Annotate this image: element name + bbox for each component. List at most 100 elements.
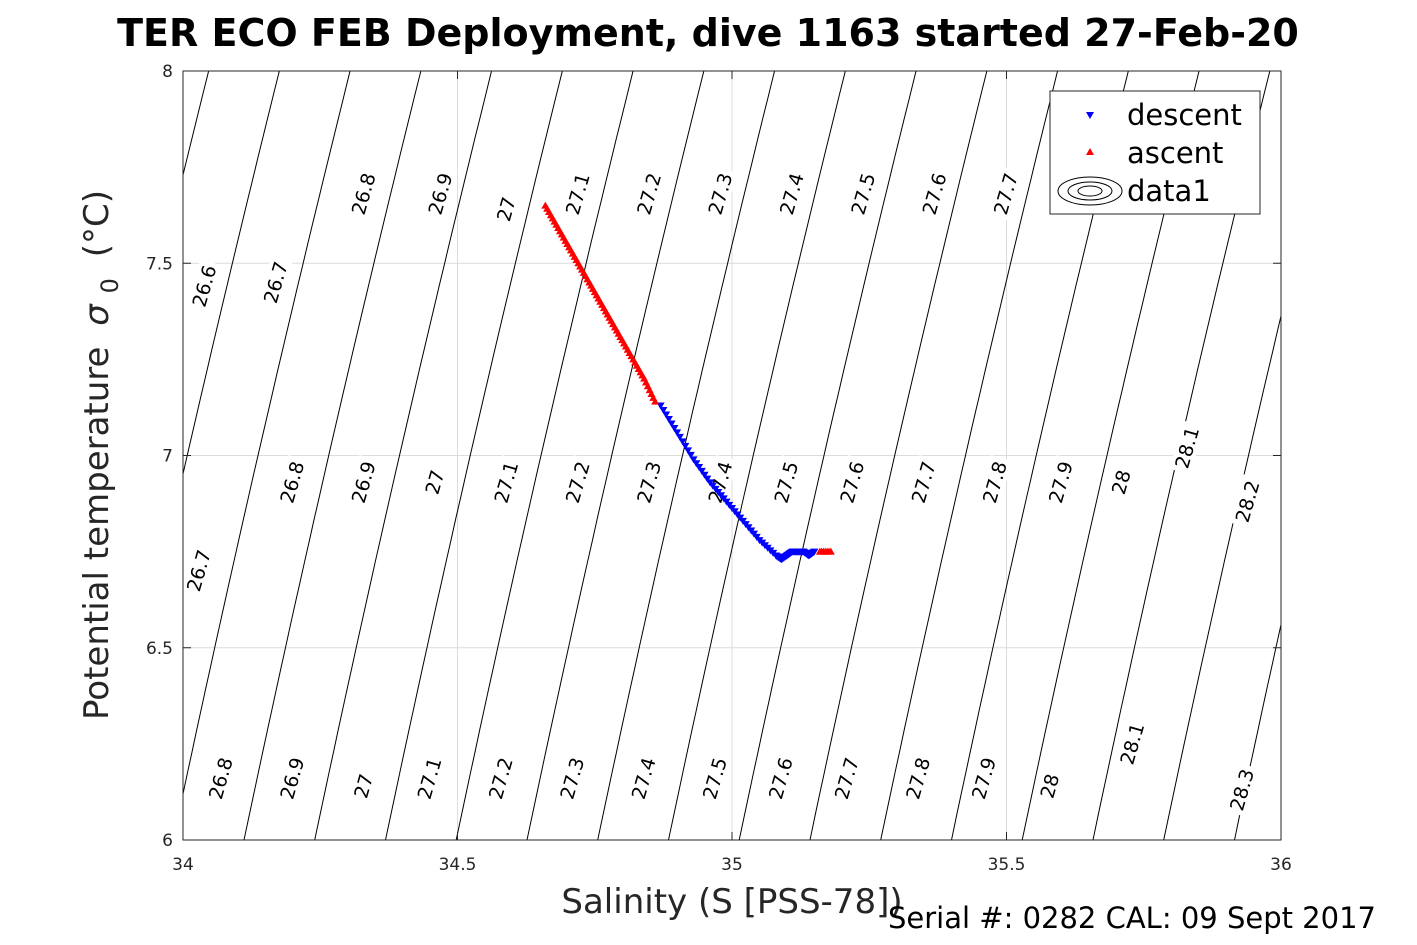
contour-label-bg [274, 455, 310, 510]
contour-label-bg [702, 455, 738, 510]
contour-label-bg [491, 192, 521, 226]
contour-label-bg [559, 166, 595, 221]
contour-label-bg [845, 166, 881, 221]
contour-label-bg [988, 166, 1024, 221]
isopycnal-line [0, 33, 148, 879]
descent-point [678, 438, 687, 446]
contour-label-bg [631, 455, 667, 510]
legend-box [1049, 90, 1261, 215]
isopycnal-line [597, 71, 776, 840]
contour-label: 27.6 [916, 166, 952, 221]
y-axis-ticks: 6 6.5 7 7.5 8 [146, 62, 1281, 851]
descent-point [667, 420, 676, 428]
contour-label-bg [420, 465, 449, 499]
contour-label-bg [554, 751, 590, 806]
descent-point [684, 447, 693, 455]
descent-point [695, 464, 704, 472]
contour-label-bg [274, 751, 310, 806]
contour-label: 27.3 [554, 751, 590, 806]
contour-label-bg [202, 751, 238, 806]
contour-label-bg [422, 166, 458, 221]
contour-label-bg [977, 455, 1013, 510]
contour-label-bg [348, 769, 378, 803]
descent-point [659, 407, 668, 415]
contour-label-bg [1229, 474, 1265, 529]
contour-label-bg [625, 751, 661, 806]
descent-point [664, 415, 673, 423]
contour-label-bg [702, 166, 738, 221]
contour-label-bg [488, 455, 524, 510]
x-tick-label: 34 [172, 855, 194, 875]
legend: descent ascent data1 [1049, 90, 1261, 215]
legend-descent-label: descent [1127, 98, 1242, 132]
contour-label-bg [631, 166, 667, 221]
descent-point [670, 424, 679, 432]
descent-point [673, 429, 682, 437]
contour-label-bg [345, 166, 381, 221]
contour-label-bg [905, 455, 941, 510]
legend-ascent-marker [1086, 148, 1094, 155]
x-axis-ticks: 34 34.5 35 35.5 36 [172, 71, 1292, 875]
y-tick-label: 6.5 [146, 639, 173, 659]
descent-point [686, 451, 695, 459]
contour-label-bg [1042, 455, 1078, 510]
contour-label-bg [411, 751, 447, 806]
x-axis-label: Salinity (S [PSS-78]) [561, 882, 902, 922]
descent-point [689, 456, 698, 464]
contour-label: 27 [420, 465, 449, 499]
descent-point [681, 442, 690, 450]
contour-label-bg [257, 255, 293, 310]
legend-ascent-label: ascent [1127, 136, 1223, 170]
data-points [541, 201, 835, 564]
x-tick-label: 34.5 [439, 855, 477, 875]
contour-label-bg [900, 751, 936, 806]
contour-label-bg [1035, 769, 1064, 803]
isopycnal-line [880, 71, 1059, 840]
y-tick-label: 6 [162, 831, 173, 851]
isopycnal-line [1297, 33, 1417, 879]
legend-descent-marker [1086, 112, 1094, 119]
y-tick-label: 7.5 [146, 254, 173, 274]
y-tick-label: 7 [162, 447, 173, 467]
contour-label-bg [186, 258, 222, 314]
isopycnal-line [183, 71, 351, 797]
contour-label-bg [768, 455, 804, 510]
x-tick-label: 35.5 [988, 855, 1026, 875]
contour-label-bg [697, 751, 733, 806]
y-axis-label-unit: (°C) [77, 190, 117, 257]
contour-label: 27.3 [702, 166, 738, 221]
contour-label-bg [762, 751, 798, 806]
serial-calibration-text: Serial #: 0282 CAL: 09 Sept 2017 [888, 901, 1376, 935]
legend-contour-icon [1057, 176, 1123, 206]
contour-label-bg [482, 751, 518, 806]
y-axis-label-symbol: σ [77, 303, 117, 326]
ascent-point [826, 547, 835, 555]
isopycnal-line [455, 71, 634, 840]
contour-label-bg [1106, 465, 1136, 499]
contour-label-bg [1169, 420, 1205, 475]
contour-label-bg [773, 166, 809, 221]
contour-label: 27.5 [768, 455, 804, 510]
isopycnal-line [314, 71, 493, 840]
chart-title: TER ECO FEB Deployment, dive 1163 starte… [117, 11, 1299, 55]
contour-label-bg [1114, 716, 1150, 771]
x-tick-label: 35 [721, 855, 743, 875]
descent-point [697, 467, 706, 475]
isopycnal-line [384, 71, 563, 840]
contour-label-bg [1224, 762, 1260, 817]
descent-point [675, 433, 684, 441]
contour-label-bg [834, 455, 870, 510]
contour-label-bg [559, 455, 595, 510]
isopycnal-line [526, 71, 705, 840]
isopycnal-line [1368, 33, 1417, 879]
contour-label-bg [345, 455, 381, 510]
y-axis-label-subscript: 0 [96, 278, 124, 293]
y-axis-label: Potential temperature σ 0 (°C) [77, 190, 127, 720]
isopycnal-line [1233, 622, 1281, 840]
legend-data1-label: data1 [1127, 174, 1211, 208]
contour-label: 27 [348, 769, 378, 803]
isopycnal-line [809, 71, 988, 840]
y-axis-label-main: Potential temperature [77, 347, 117, 720]
descent-point [700, 471, 709, 479]
contour-label-bg [916, 166, 952, 221]
